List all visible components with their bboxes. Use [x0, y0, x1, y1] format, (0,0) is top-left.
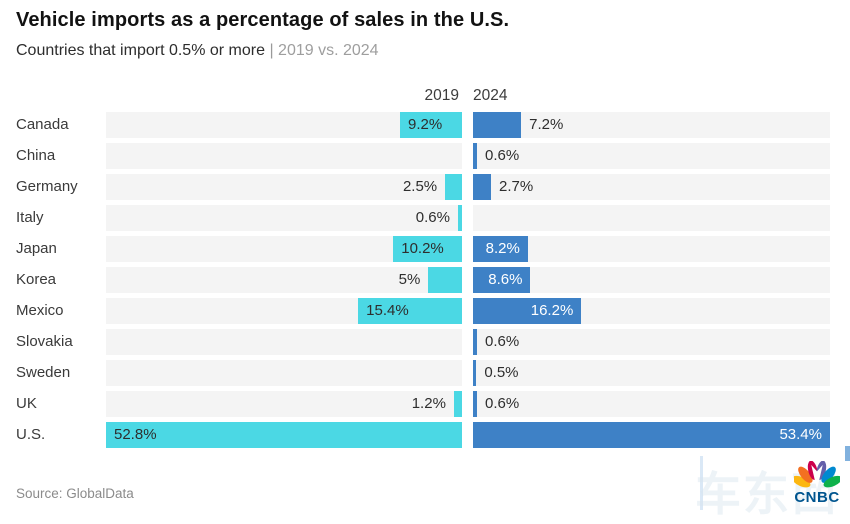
bar-track-2019: 52.8% [106, 422, 462, 448]
bar-track-2019: 0.6% [106, 205, 462, 231]
bar-2024: 8.2% [473, 236, 528, 262]
bar-track-2019: 9.2% [106, 112, 462, 138]
bar-2019 [457, 205, 462, 231]
bar-track-2024: 16.2% [473, 298, 830, 324]
subtitle-accent: 2019 vs. 2024 [278, 42, 379, 59]
bar-track-2024: 8.6% [473, 267, 830, 293]
value-label-2019: 1.2% [411, 395, 446, 412]
bar-track-2019: 1.2% [106, 391, 462, 417]
value-label-2024: 8.6% [488, 271, 523, 288]
bar-track-2019: 10.2% [106, 236, 462, 262]
value-label-2019: 5% [398, 271, 421, 288]
chart-row: Japan 10.2% 8.2% [0, 236, 850, 262]
bar-2024 [473, 329, 477, 355]
bar-2019: 15.4% [358, 298, 462, 324]
subtitle-main: Countries that import 0.5% or more [16, 42, 265, 59]
value-label-2024: 7.2% [529, 116, 564, 133]
value-label-2024: 8.2% [485, 240, 520, 257]
column-header-2019: 2019 [424, 87, 459, 104]
country-label: Italy [16, 209, 44, 226]
cnbc-logo: CNBC [788, 461, 846, 506]
bar-track-2024: 7.2% [473, 112, 830, 138]
country-label: Japan [16, 240, 57, 257]
column-header-2024: 2024 [473, 87, 508, 104]
chart-row: Italy 0.6% [0, 205, 850, 231]
country-label: U.S. [16, 426, 46, 443]
bar-track-2024: 0.5% [473, 360, 830, 386]
chart-row: Germany 2.5% 2.7% [0, 174, 850, 200]
chart-row: UK 1.2% 0.6% [0, 391, 850, 417]
bar-track-2019 [106, 329, 462, 355]
cnbc-peacock-icon [794, 461, 840, 490]
bar-2024: 53.4% [473, 422, 830, 448]
bar-track-2019 [106, 143, 462, 169]
source-credit: Source: GlobalData [16, 486, 134, 501]
value-label-2024: 0.5% [484, 364, 519, 381]
country-label: Germany [16, 178, 78, 195]
country-label: UK [16, 395, 37, 412]
bar-2024: 8.6% [473, 267, 531, 293]
bar-track-2024: 0.6% [473, 391, 830, 417]
bar-2019 [428, 267, 462, 293]
watermark-accent-block [845, 446, 850, 461]
chart-row: Sweden 0.5% [0, 360, 850, 386]
chart-rows: Canada 9.2% 7.2% China 0.6% Germany 2.5% 2.7% It… [0, 112, 850, 453]
bar-2024 [473, 112, 522, 138]
bar-2019 [453, 391, 462, 417]
cnbc-wordmark: CNBC [794, 489, 840, 506]
chart-row: Korea 5% 8.6% [0, 267, 850, 293]
chart-subtitle: Countries that import 0.5% or more | 201… [16, 42, 379, 60]
value-label-2019: 9.2% [407, 116, 443, 133]
value-label-2019: 52.8% [114, 426, 157, 443]
bar-track-2019: 15.4% [106, 298, 462, 324]
value-label-2024: 53.4% [779, 426, 822, 443]
value-label-2024: 0.6% [485, 147, 520, 164]
country-label: Slovakia [16, 333, 73, 350]
value-label-2024: 16.2% [530, 302, 574, 319]
bar-track-2024: 0.6% [473, 143, 830, 169]
bar-track-2019: 5% [106, 267, 462, 293]
watermark-accent-line [700, 456, 703, 510]
value-label-2019: 15.4% [366, 302, 409, 319]
bar-track-2019: 2.5% [106, 174, 462, 200]
chart-row: China 0.6% [0, 143, 850, 169]
country-label: Korea [16, 271, 57, 288]
bar-track-2024 [473, 205, 830, 231]
bar-2024: 16.2% [473, 298, 582, 324]
bar-track-2024: 2.7% [473, 174, 830, 200]
chart-row: U.S. 52.8% 53.4% [0, 422, 850, 448]
bar-track-2024: 0.6% [473, 329, 830, 355]
page-title: Vehicle imports as a percentage of sales… [16, 9, 510, 31]
chart-row: Canada 9.2% 7.2% [0, 112, 850, 138]
bar-2019: 9.2% [399, 112, 462, 138]
bar-track-2024: 8.2% [473, 236, 830, 262]
value-label-2019: 0.6% [415, 209, 450, 226]
country-label: Canada [16, 116, 69, 133]
country-label: China [16, 147, 56, 164]
chart-row: Slovakia 0.6% [0, 329, 850, 355]
bar-2019: 52.8% [106, 422, 462, 448]
bar-2024 [473, 391, 477, 417]
bar-2024 [473, 174, 492, 200]
chart-row: Mexico 15.4% 16.2% [0, 298, 850, 324]
bar-2019 [445, 174, 462, 200]
value-label-2019: 10.2% [401, 240, 444, 257]
bar-2024 [473, 360, 477, 386]
subtitle-divider: | [265, 42, 279, 59]
value-label-2024: 0.6% [485, 333, 520, 350]
value-label-2019: 2.5% [402, 178, 438, 195]
bar-2019: 10.2% [393, 236, 462, 262]
value-label-2024: 0.6% [485, 395, 520, 412]
country-label: Mexico [16, 302, 64, 319]
bar-track-2024: 53.4% [473, 422, 830, 448]
bar-2024 [473, 143, 477, 169]
bar-track-2019 [106, 360, 462, 386]
country-label: Sweden [16, 364, 71, 381]
value-label-2024: 2.7% [499, 178, 534, 195]
